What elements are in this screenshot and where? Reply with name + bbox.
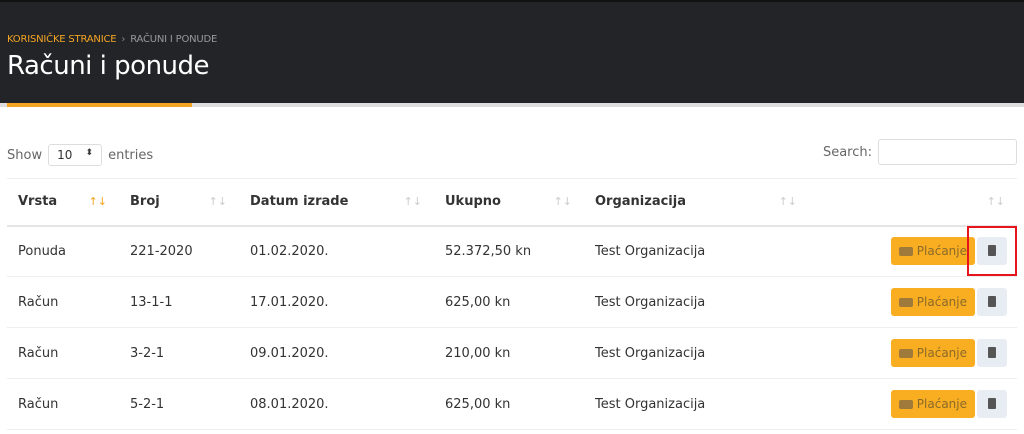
payment-button[interactable]: Plaćanje [890,390,975,418]
pdf-download-button[interactable] [977,288,1007,316]
chevron-right-icon: › [121,34,126,45]
sort-asc-icon: ↑↓ [88,195,107,208]
sort-icon: ↑↓ [208,195,227,208]
entries-value: 10 [57,148,73,162]
column-header-vrsta[interactable]: Vrsta ↑↓ [7,178,119,227]
pdf-download-button[interactable] [977,339,1007,367]
cell-datum: 08.01.2020. [239,378,434,430]
column-label: Organizacija [595,194,686,210]
cell-actions: Plaćanje [809,327,1017,379]
payment-label: Plaćanje [916,244,967,259]
column-header-actions[interactable]: ↑↓ [809,178,1017,227]
cell-actions: Plaćanje [809,225,1017,277]
sort-arrows-icon: ⬍ [85,148,94,158]
column-label: Broj [130,194,160,210]
cell-ukupno: 210,00 kn [434,327,584,379]
table-row: Račun 13-1-1 17.01.2020. 625,00 kn Test … [7,276,1017,328]
cell-vrsta: Ponuda [7,225,119,277]
entries-length-control: Show 10 ⬍ entries [7,144,153,166]
cell-datum: 17.01.2020. [239,276,434,328]
cell-actions: Plaćanje [809,276,1017,328]
page-title: Računi i ponude [7,51,210,81]
sort-icon: ↑↓ [403,195,422,208]
column-header-datum[interactable]: Datum izrade ↑↓ [239,178,434,227]
cell-broj: 13-1-1 [119,276,239,328]
file-pdf-icon [988,398,996,409]
cell-ukupno: 625,00 kn [434,378,584,430]
page-header: KORISNIČKE STRANICE › RAČUNI I PONUDE Raču… [0,0,1024,103]
cell-datum: 01.02.2020. [239,225,434,277]
cell-vrsta: Račun [7,276,119,328]
payment-label: Plaćanje [916,346,967,360]
breadcrumb-link-parent[interactable]: KORISNIČKE STRANICE [7,34,117,45]
header-underline [0,103,1024,107]
column-header-broj[interactable]: Broj ↑↓ [119,178,239,227]
column-header-organizacija[interactable]: Organizacija ↑↓ [584,178,809,227]
money-icon [898,247,913,257]
cell-broj: 221-2020 [119,225,239,277]
column-label: Ukupno [445,194,501,210]
cell-broj: 5-2-1 [119,378,239,430]
cell-vrsta: Račun [7,378,119,430]
search-input[interactable] [878,139,1017,165]
sort-icon: ↑↓ [778,195,797,208]
invoices-table: Vrsta ↑↓ Broj ↑↓ Datum izrade ↑↓ Ukupno ↑↓ O… [7,178,1017,430]
table-row: Račun 5-2-1 08.01.2020. 625,00 kn Test O… [7,378,1017,430]
pdf-download-button[interactable] [977,237,1007,266]
highlight-box [967,226,1017,276]
column-header-ukupno[interactable]: Ukupno ↑↓ [434,178,584,227]
breadcrumb: KORISNIČKE STRANICE › RAČUNI I PONUDE [7,34,217,45]
cell-ukupno: 52.372,50 kn [434,225,584,277]
payment-button[interactable]: Plaćanje [890,339,975,367]
breadcrumb-current: RAČUNI I PONUDE [130,34,218,45]
payment-label: Plaćanje [916,397,967,411]
accent-bar [7,103,192,107]
table-row: Ponuda 221-2020 01.02.2020. 52.372,50 kn… [7,225,1017,277]
payment-button[interactable]: Plaćanje [890,237,975,266]
column-label: Datum izrade [250,194,349,210]
column-label: Vrsta [18,194,58,210]
cell-actions: Plaćanje [809,378,1017,430]
pdf-download-button[interactable] [977,390,1007,418]
search-label: Search: [822,144,872,160]
show-label: Show [7,147,43,163]
cell-organizacija: Test Organizacija [584,225,809,277]
cell-vrsta: Račun [7,327,119,379]
file-pdf-icon [988,296,996,307]
payment-button[interactable]: Plaćanje [890,288,975,316]
cell-organizacija: Test Organizacija [584,327,809,379]
entries-label: entries [108,147,154,163]
money-icon [898,298,913,307]
entries-select[interactable]: 10 ⬍ [48,144,103,166]
cell-organizacija: Test Organizacija [584,378,809,430]
cell-datum: 09.01.2020. [239,327,434,379]
file-pdf-icon [988,245,996,257]
cell-organizacija: Test Organizacija [584,276,809,328]
table-row: Račun 3-2-1 09.01.2020. 210,00 kn Test O… [7,327,1017,379]
money-icon [898,349,913,358]
cell-ukupno: 625,00 kn [434,276,584,328]
payment-label: Plaćanje [916,295,967,309]
search-control: Search: [823,139,1017,165]
cell-broj: 3-2-1 [119,327,239,379]
sort-icon: ↑↓ [553,195,572,208]
money-icon [898,400,913,409]
file-pdf-icon [988,347,996,358]
sort-icon: ↑↓ [986,195,1005,208]
